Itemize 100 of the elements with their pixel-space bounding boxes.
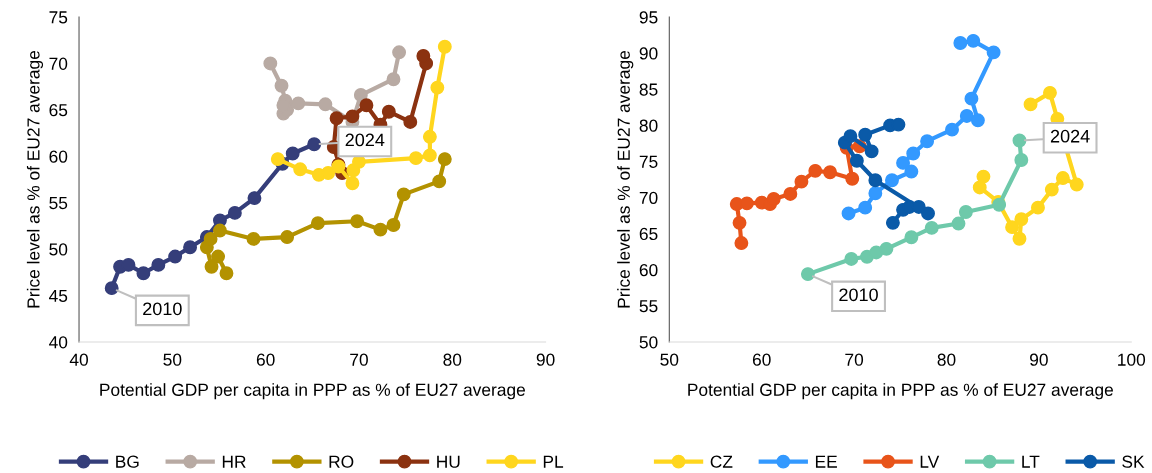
point — [318, 97, 333, 112]
point — [808, 163, 823, 178]
point — [183, 240, 198, 255]
point — [211, 249, 226, 264]
y-tick-label: 75 — [639, 155, 658, 168]
point — [408, 151, 423, 166]
y-tick-label: 80 — [639, 119, 658, 132]
y-axis-title: Price level as % of EU27 average — [26, 50, 44, 308]
annotation: 2010 — [839, 288, 878, 302]
point — [868, 186, 883, 201]
point — [386, 72, 401, 87]
point — [437, 152, 452, 167]
point — [247, 191, 262, 206]
y-tick-label: 40 — [49, 336, 68, 349]
point — [966, 33, 981, 48]
legend-label: SK — [1122, 455, 1145, 468]
point — [868, 173, 883, 188]
x-tick-label: 90 — [1030, 353, 1048, 366]
point — [285, 146, 300, 161]
point — [151, 257, 166, 272]
legend-label: HR — [222, 455, 246, 468]
point — [263, 56, 278, 71]
point — [350, 214, 365, 229]
point — [345, 109, 360, 124]
y-tick-label: 85 — [639, 83, 658, 96]
point — [896, 155, 911, 170]
y-tick-label: 65 — [49, 104, 68, 117]
x-tick-label: 80 — [937, 353, 956, 366]
y-tick-label: 45 — [49, 289, 68, 303]
point — [321, 166, 336, 180]
point — [800, 267, 815, 282]
x-axis-title: Potential GDP per capita in PPP as % of EU27 average — [100, 383, 525, 400]
y-tick-label: 60 — [49, 150, 68, 163]
point — [953, 36, 968, 50]
point — [906, 146, 921, 161]
point — [1044, 182, 1059, 197]
point — [841, 206, 856, 221]
point — [904, 230, 919, 245]
point — [891, 117, 906, 132]
point — [280, 230, 295, 245]
legend-label: PL — [543, 455, 564, 468]
point — [924, 220, 939, 235]
point — [921, 206, 935, 221]
point — [986, 45, 1001, 60]
point — [1014, 212, 1029, 227]
point — [1031, 200, 1045, 215]
y-tick-label: 65 — [639, 227, 658, 241]
legend-label: RO — [329, 455, 354, 468]
point — [104, 281, 119, 296]
legend-label: LT — [1022, 455, 1040, 468]
point — [845, 171, 860, 186]
point — [959, 109, 974, 123]
point — [430, 80, 445, 95]
point — [1014, 153, 1029, 167]
x-axis-title: Potential GDP per capita in PPP as % of EU27 average — [688, 383, 1113, 400]
x-tick-label: 90 — [536, 353, 555, 366]
point — [270, 152, 285, 167]
point — [274, 78, 289, 93]
point — [958, 205, 973, 219]
point — [307, 137, 322, 152]
point — [1055, 171, 1070, 186]
point — [885, 173, 899, 188]
point — [879, 241, 894, 256]
point — [168, 249, 183, 264]
legend-label: BG — [116, 455, 139, 468]
annotation: 2024 — [1050, 129, 1090, 143]
point — [437, 39, 452, 54]
point — [293, 162, 308, 177]
legend-label: CZ — [710, 455, 733, 468]
y-tick-label: 70 — [639, 191, 658, 205]
y-tick-label: 90 — [639, 47, 658, 60]
point — [392, 45, 407, 60]
point — [291, 96, 306, 111]
y-tick-label: 50 — [49, 243, 68, 256]
point — [783, 187, 798, 201]
point — [1043, 85, 1057, 100]
point — [403, 114, 418, 129]
x-tick-label: 50 — [163, 353, 182, 366]
point — [1012, 231, 1027, 246]
point — [329, 111, 344, 126]
point — [823, 165, 838, 180]
x-tick-label: 70 — [845, 353, 864, 366]
point — [422, 148, 437, 163]
point — [739, 196, 754, 211]
point — [219, 266, 234, 281]
point — [794, 174, 809, 189]
x-tick-label: 40 — [69, 353, 88, 366]
y-tick-label: 50 — [639, 336, 658, 349]
point — [345, 176, 360, 191]
point — [885, 215, 900, 230]
point — [386, 218, 401, 232]
point — [920, 134, 935, 149]
point — [310, 216, 325, 231]
point — [904, 164, 919, 179]
point — [359, 98, 374, 113]
y-axis-title: Price level as % of EU27 average — [617, 50, 634, 308]
point — [951, 216, 966, 231]
x-tick-label: 60 — [256, 353, 275, 366]
point — [964, 91, 979, 106]
point — [416, 49, 431, 63]
